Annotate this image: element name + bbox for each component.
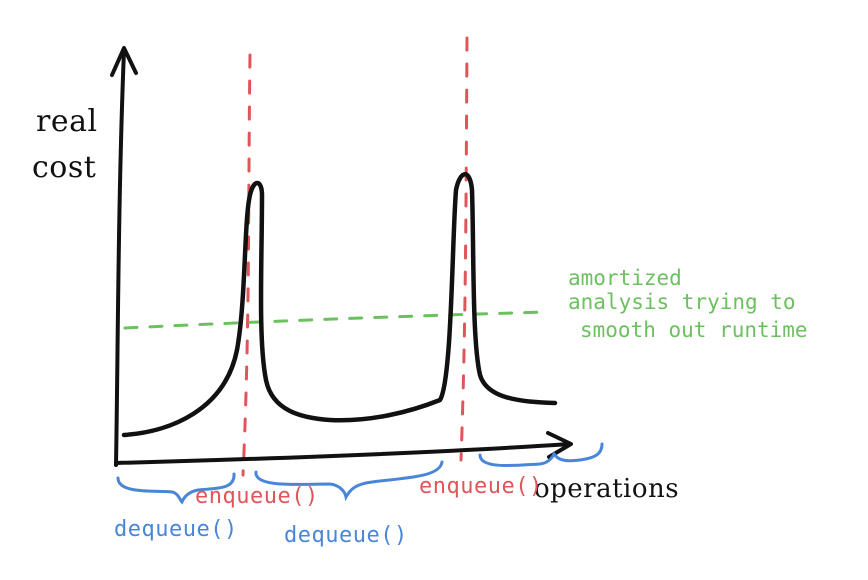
y-axis-label-line-1: real	[36, 104, 98, 139]
x-axis	[114, 442, 572, 465]
x-axis-label: operations	[534, 474, 680, 504]
enqueue-marker-line-2	[459, 36, 469, 462]
y-axis	[114, 48, 126, 467]
enqueue-marker-line-1	[241, 53, 252, 477]
amortized-note-line-1: amortized	[568, 266, 682, 290]
dequeue-brace-2	[254, 460, 444, 502]
dequeue-brace-1	[116, 472, 236, 505]
dequeue-label-1: dequeue()	[114, 517, 238, 542]
x-axis-arrowhead	[546, 431, 573, 459]
amortized-note-line-2: analysis trying to	[568, 290, 796, 314]
real-cost-curve	[121, 172, 558, 438]
enqueue-label-2: enqueue()	[419, 474, 543, 499]
dequeue-brace-3	[478, 442, 604, 468]
dequeue-label-2: dequeue()	[284, 523, 408, 548]
y-axis-arrowhead	[110, 46, 138, 77]
y-axis-label-line-2: cost	[32, 150, 97, 185]
amortized-cost-line	[123, 310, 550, 330]
amortized-note-line-3: smooth out runtime	[580, 318, 808, 342]
enqueue-label-1: enqueue()	[195, 484, 319, 509]
